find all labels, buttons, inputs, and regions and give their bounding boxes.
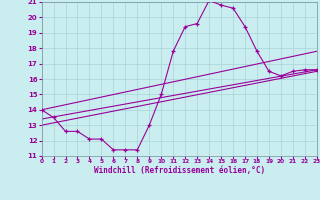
X-axis label: Windchill (Refroidissement éolien,°C): Windchill (Refroidissement éolien,°C) (94, 166, 265, 175)
